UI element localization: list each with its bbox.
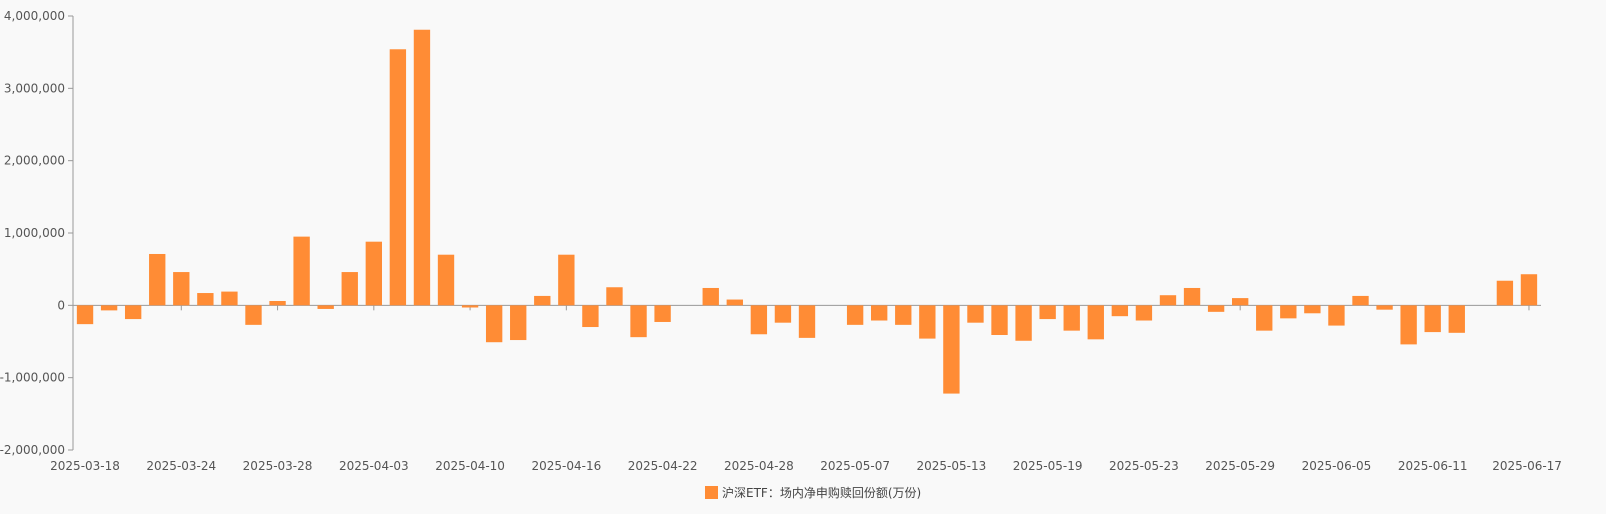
- bar[interactable]: [1352, 295, 1369, 306]
- x-tick-label: 2025-05-23: [1109, 459, 1179, 473]
- bar[interactable]: [221, 291, 238, 306]
- bar[interactable]: [1496, 280, 1514, 306]
- bar[interactable]: [124, 305, 142, 320]
- bar[interactable]: [702, 287, 719, 306]
- bar[interactable]: [317, 305, 334, 309]
- bar[interactable]: [1256, 305, 1273, 331]
- x-tick-label: 2025-03-24: [146, 459, 216, 473]
- tick-label-layer: -2,000,000 -1,000,000 0 1,000,000 2,000,000 3…: [0, 9, 1562, 473]
- bar[interactable]: [606, 287, 623, 306]
- bar[interactable]: [991, 305, 1008, 335]
- y-tick-label: -1,000,000: [0, 371, 65, 385]
- bar[interactable]: [510, 305, 527, 341]
- legend-swatch: [705, 486, 718, 499]
- bar[interactable]: [1304, 305, 1321, 314]
- bar[interactable]: [1207, 305, 1225, 312]
- bar[interactable]: [389, 49, 407, 306]
- y-tick-label: 0: [57, 298, 65, 312]
- bar[interactable]: [1039, 305, 1056, 320]
- bar[interactable]: [149, 253, 166, 306]
- bar[interactable]: [1183, 287, 1201, 306]
- y-tick-label: 1,000,000: [4, 226, 65, 240]
- bar[interactable]: [1424, 305, 1441, 333]
- bar[interactable]: [341, 272, 358, 306]
- bar[interactable]: [1448, 305, 1465, 333]
- bar[interactable]: [1400, 305, 1417, 345]
- bar[interactable]: [967, 305, 984, 323]
- bar[interactable]: [269, 300, 286, 306]
- bar[interactable]: [1376, 305, 1393, 310]
- bar[interactable]: [798, 305, 816, 338]
- bar[interactable]: [726, 299, 743, 306]
- x-tick-label: 2025-03-28: [243, 459, 313, 473]
- bar[interactable]: [630, 305, 647, 338]
- bar[interactable]: [245, 305, 262, 325]
- y-tick-label: 3,000,000: [4, 81, 65, 95]
- x-tick-label: 2025-04-28: [724, 459, 794, 473]
- x-tick-label: 2025-04-22: [628, 459, 698, 473]
- x-tick-label: 2025-05-29: [1205, 459, 1275, 473]
- bar[interactable]: [1232, 298, 1249, 306]
- bar[interactable]: [750, 305, 768, 335]
- bar[interactable]: [365, 241, 382, 306]
- bar[interactable]: [558, 254, 575, 306]
- legend[interactable]: 沪深ETF：场内净申购赎回份额(万份): [705, 485, 921, 500]
- bar[interactable]: [1063, 305, 1080, 331]
- axis-layer: [68, 15, 1541, 451]
- x-tick-label: 2025-05-13: [917, 459, 987, 473]
- y-tick-label: 4,000,000: [4, 9, 65, 23]
- bar[interactable]: [413, 29, 431, 306]
- x-tick-label: 2025-04-10: [435, 459, 505, 473]
- bar[interactable]: [654, 305, 671, 322]
- bar-layer: [76, 29, 1538, 394]
- y-tick-label: -2,000,000: [0, 443, 65, 457]
- bar[interactable]: [919, 305, 936, 339]
- x-tick-label: 2025-04-03: [339, 459, 409, 473]
- bar[interactable]: [1135, 305, 1153, 321]
- bar[interactable]: [774, 305, 792, 323]
- x-tick-label: 2025-06-11: [1398, 459, 1468, 473]
- bar[interactable]: [1159, 295, 1177, 306]
- bar[interactable]: [1280, 305, 1297, 319]
- x-tick-label: 2025-05-19: [1013, 459, 1083, 473]
- bar[interactable]: [293, 236, 310, 306]
- bar[interactable]: [173, 272, 190, 306]
- y-tick-label: 2,000,000: [4, 154, 65, 168]
- x-tick-label: 2025-06-17: [1492, 459, 1562, 473]
- bar[interactable]: [582, 305, 599, 328]
- bar[interactable]: [534, 295, 551, 306]
- bar[interactable]: [76, 305, 94, 325]
- bar[interactable]: [437, 254, 455, 306]
- bar[interactable]: [1111, 305, 1129, 317]
- bar[interactable]: [1087, 305, 1104, 340]
- x-tick-label: 2025-06-05: [1302, 459, 1372, 473]
- bar[interactable]: [943, 305, 960, 394]
- x-tick-label: 2025-05-07: [820, 459, 890, 473]
- bar[interactable]: [1015, 305, 1032, 341]
- x-tick-label: 2025-04-16: [531, 459, 601, 473]
- bar[interactable]: [485, 305, 503, 343]
- bar[interactable]: [895, 305, 912, 325]
- bar[interactable]: [871, 305, 888, 321]
- bar[interactable]: [461, 305, 479, 308]
- bar[interactable]: [197, 293, 214, 306]
- x-tick-label: 2025-03-18: [50, 459, 120, 473]
- bar[interactable]: [1328, 305, 1345, 326]
- legend-label: 沪深ETF：场内净申购赎回份额(万份): [722, 485, 921, 500]
- bar[interactable]: [1520, 274, 1538, 306]
- bar[interactable]: [100, 305, 118, 311]
- bar[interactable]: [846, 305, 864, 325]
